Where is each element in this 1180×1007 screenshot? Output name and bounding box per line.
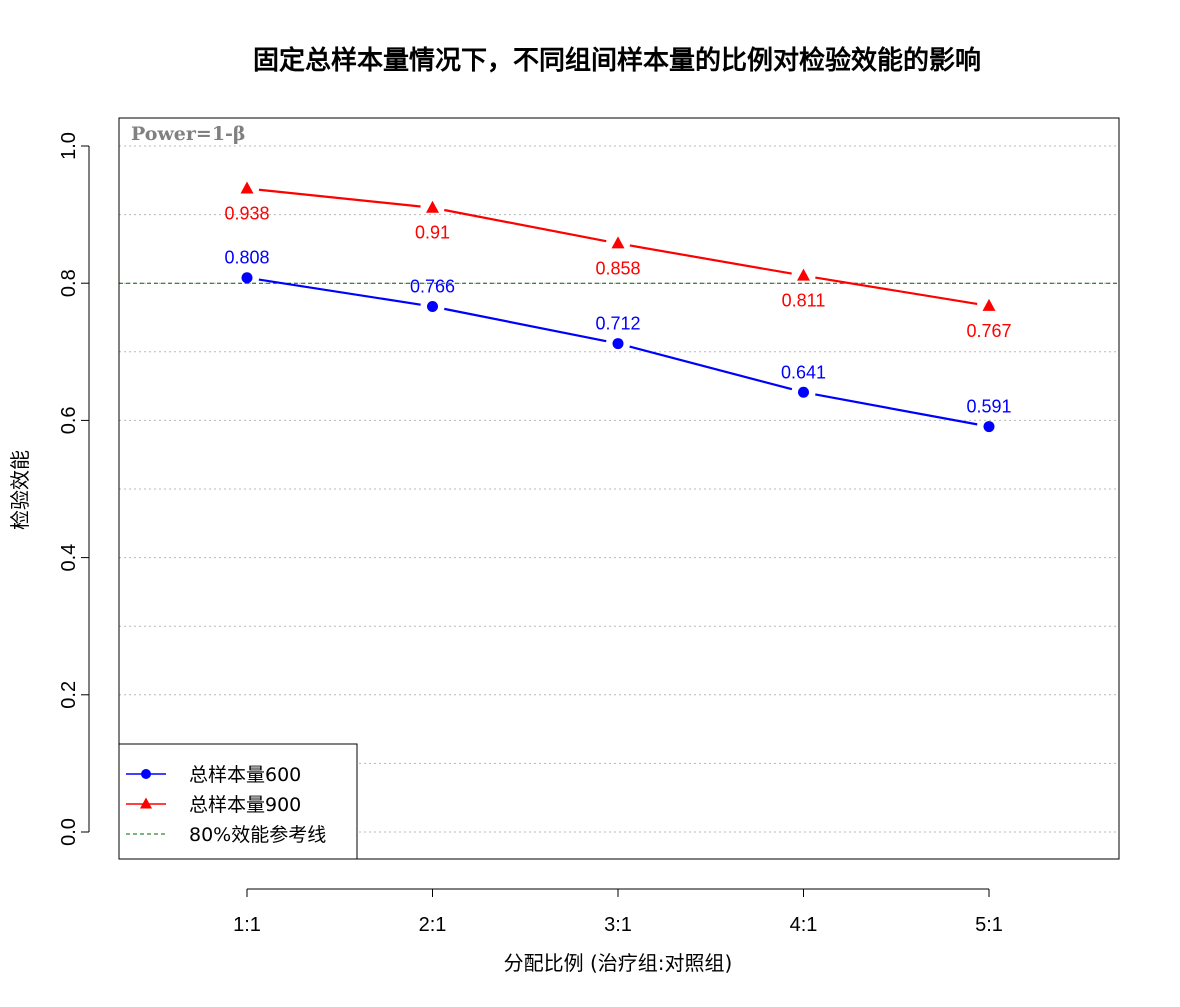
data-label: 0.808 — [224, 248, 269, 268]
data-point-circle — [612, 338, 624, 350]
series-line-segment — [629, 345, 793, 391]
y-tick-label: 1.0 — [58, 132, 80, 160]
data-label: 0.91 — [415, 223, 450, 243]
legend-label: 总样本量600 — [189, 764, 301, 786]
series-layer: 0.8080.7660.7120.6410.5910.9380.910.8580… — [224, 181, 1012, 433]
series-line-segment — [258, 278, 421, 306]
legend-label: 80%效能参考线 — [189, 824, 326, 846]
series-line-segment — [258, 188, 421, 208]
data-point-circle — [798, 386, 809, 398]
y-tick-label: 0.8 — [58, 269, 80, 297]
series-line-segment — [629, 244, 792, 275]
data-label: 0.938 — [224, 204, 269, 224]
data-label: 0.766 — [410, 277, 455, 297]
y-tick-label: 0.6 — [58, 406, 80, 434]
data-point-circle — [427, 301, 438, 313]
plot-frame — [118, 117, 1120, 860]
data-label: 0.712 — [595, 314, 640, 334]
series-900: 0.938 0.91 0.858 0.811 0.767 — [224, 181, 1012, 341]
legend-item: 80%效能参考线 — [126, 824, 326, 846]
y-axis: 0.0 0.2 0.4 0.6 0.8 1.0 — [58, 132, 90, 846]
x-axis: 1:1 2:1 3:1 4:1 5:1 — [233, 888, 1003, 936]
data-point-triangle — [982, 298, 996, 311]
data-label: 0.591 — [966, 397, 1011, 417]
x-tick-label: 4:1 — [790, 914, 818, 936]
power-annotation: Power=1-β — [131, 123, 246, 145]
chart-title: 固定总样本量情况下，不同组间样本量的比例对检验效能的影响 — [253, 45, 981, 76]
data-point-circle — [983, 421, 995, 433]
data-point-circle — [241, 272, 253, 284]
legend-marker-circle — [141, 769, 151, 779]
legend-marker-triangle — [140, 797, 152, 809]
x-axis-label: 分配比例 (治疗组:对照组) — [504, 951, 733, 975]
y-tick-label: 0.4 — [58, 544, 80, 572]
legend-item: 总样本量900 — [126, 794, 301, 816]
x-tick-label: 2:1 — [419, 914, 447, 936]
series-line-segment — [815, 276, 978, 305]
series-line-segment — [815, 393, 978, 426]
data-point-triangle — [240, 181, 254, 194]
data-point-triangle — [611, 236, 625, 249]
y-axis-label: 检验效能 — [8, 450, 32, 530]
legend: 总样本量600 总样本量900 80%效能参考线 — [118, 743, 358, 860]
data-label: 0.767 — [966, 321, 1011, 341]
series-600: 0.808 0.766 0.712 0.641 0.591 — [224, 248, 1012, 433]
data-point-triangle — [797, 268, 810, 281]
y-tick-label: 0.0 — [58, 818, 80, 846]
y-tick-label: 0.2 — [58, 681, 80, 709]
legend-box — [118, 743, 358, 860]
series-line-segment — [444, 307, 607, 343]
x-tick-label: 5:1 — [975, 914, 1003, 936]
data-label: 0.858 — [595, 258, 640, 278]
legend-label: 总样本量900 — [189, 794, 301, 816]
x-tick-label: 1:1 — [233, 914, 261, 936]
data-label: 0.811 — [782, 291, 826, 311]
x-tick-label: 3:1 — [604, 914, 632, 936]
data-point-triangle — [426, 200, 439, 213]
legend-item: 总样本量600 — [126, 764, 301, 786]
series-line-segment — [444, 208, 607, 243]
data-label: 0.641 — [781, 362, 826, 382]
